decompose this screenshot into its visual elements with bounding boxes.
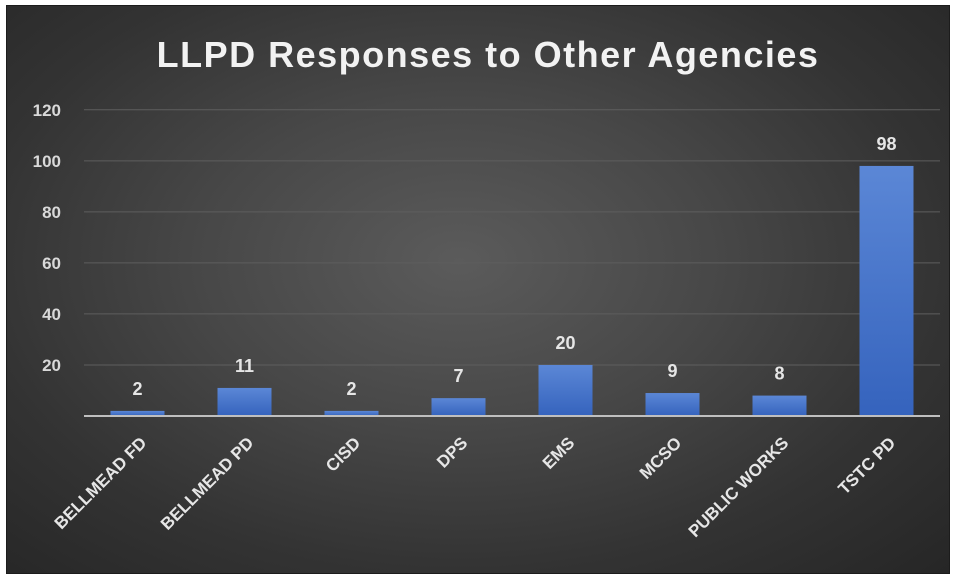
y-tick-label: 80 <box>42 203 61 222</box>
data-label-cisd: 2 <box>346 379 356 399</box>
data-label-mcso: 9 <box>667 361 677 381</box>
chart-frame: LLPD Responses to Other Agencies 2 11 2 7 20… <box>6 5 950 574</box>
x-tick-label-mcso: MCSO <box>636 433 685 482</box>
bar-mcso <box>645 393 700 416</box>
data-label-bellmead-fd: 2 <box>132 379 142 399</box>
y-tick-label: 40 <box>42 305 61 324</box>
bar-bellmead-fd <box>110 410 165 416</box>
data-label-dps: 7 <box>453 366 463 386</box>
x-tick-label-ems: EMS <box>539 433 578 472</box>
bar-chart: LLPD Responses to Other Agencies 2 11 2 7 20… <box>33 34 940 541</box>
bar-bellmead-pd <box>217 387 272 416</box>
bar-public-works <box>752 395 807 416</box>
data-label-public-works: 8 <box>774 364 784 384</box>
data-label-bellmead-pd: 11 <box>235 356 254 376</box>
bar-ems <box>538 364 593 416</box>
x-axis-ticks: BELLMEAD FD BELLMEAD PD CISD DPS EMS MCSO PUBL… <box>51 433 900 541</box>
bar-tstc-pd <box>859 165 914 416</box>
data-label-ems: 20 <box>555 333 575 353</box>
y-tick-label: 20 <box>42 356 61 375</box>
bar-cisd <box>324 410 379 416</box>
x-tick-label-tstc-pd: TSTC PD <box>834 433 899 498</box>
x-tick-label-bellmead-pd: BELLMEAD PD <box>157 433 257 533</box>
y-tick-label: 60 <box>42 254 61 273</box>
data-label-tstc-pd: 98 <box>876 134 896 154</box>
bars <box>110 165 914 416</box>
chart-title: LLPD Responses to Other Agencies <box>157 34 820 75</box>
y-tick-label: 100 <box>33 152 61 171</box>
grid-lines <box>84 109 940 366</box>
x-tick-label-cisd: CISD <box>322 433 364 475</box>
x-tick-label-bellmead-fd: BELLMEAD FD <box>51 433 151 533</box>
bar-dps <box>431 398 486 416</box>
y-tick-label: 120 <box>33 101 61 120</box>
x-tick-label-public-works: PUBLIC WORKS <box>685 433 793 541</box>
x-tick-label-dps: DPS <box>433 433 471 471</box>
y-axis-ticks: 20 40 60 80 100 120 <box>33 101 61 375</box>
